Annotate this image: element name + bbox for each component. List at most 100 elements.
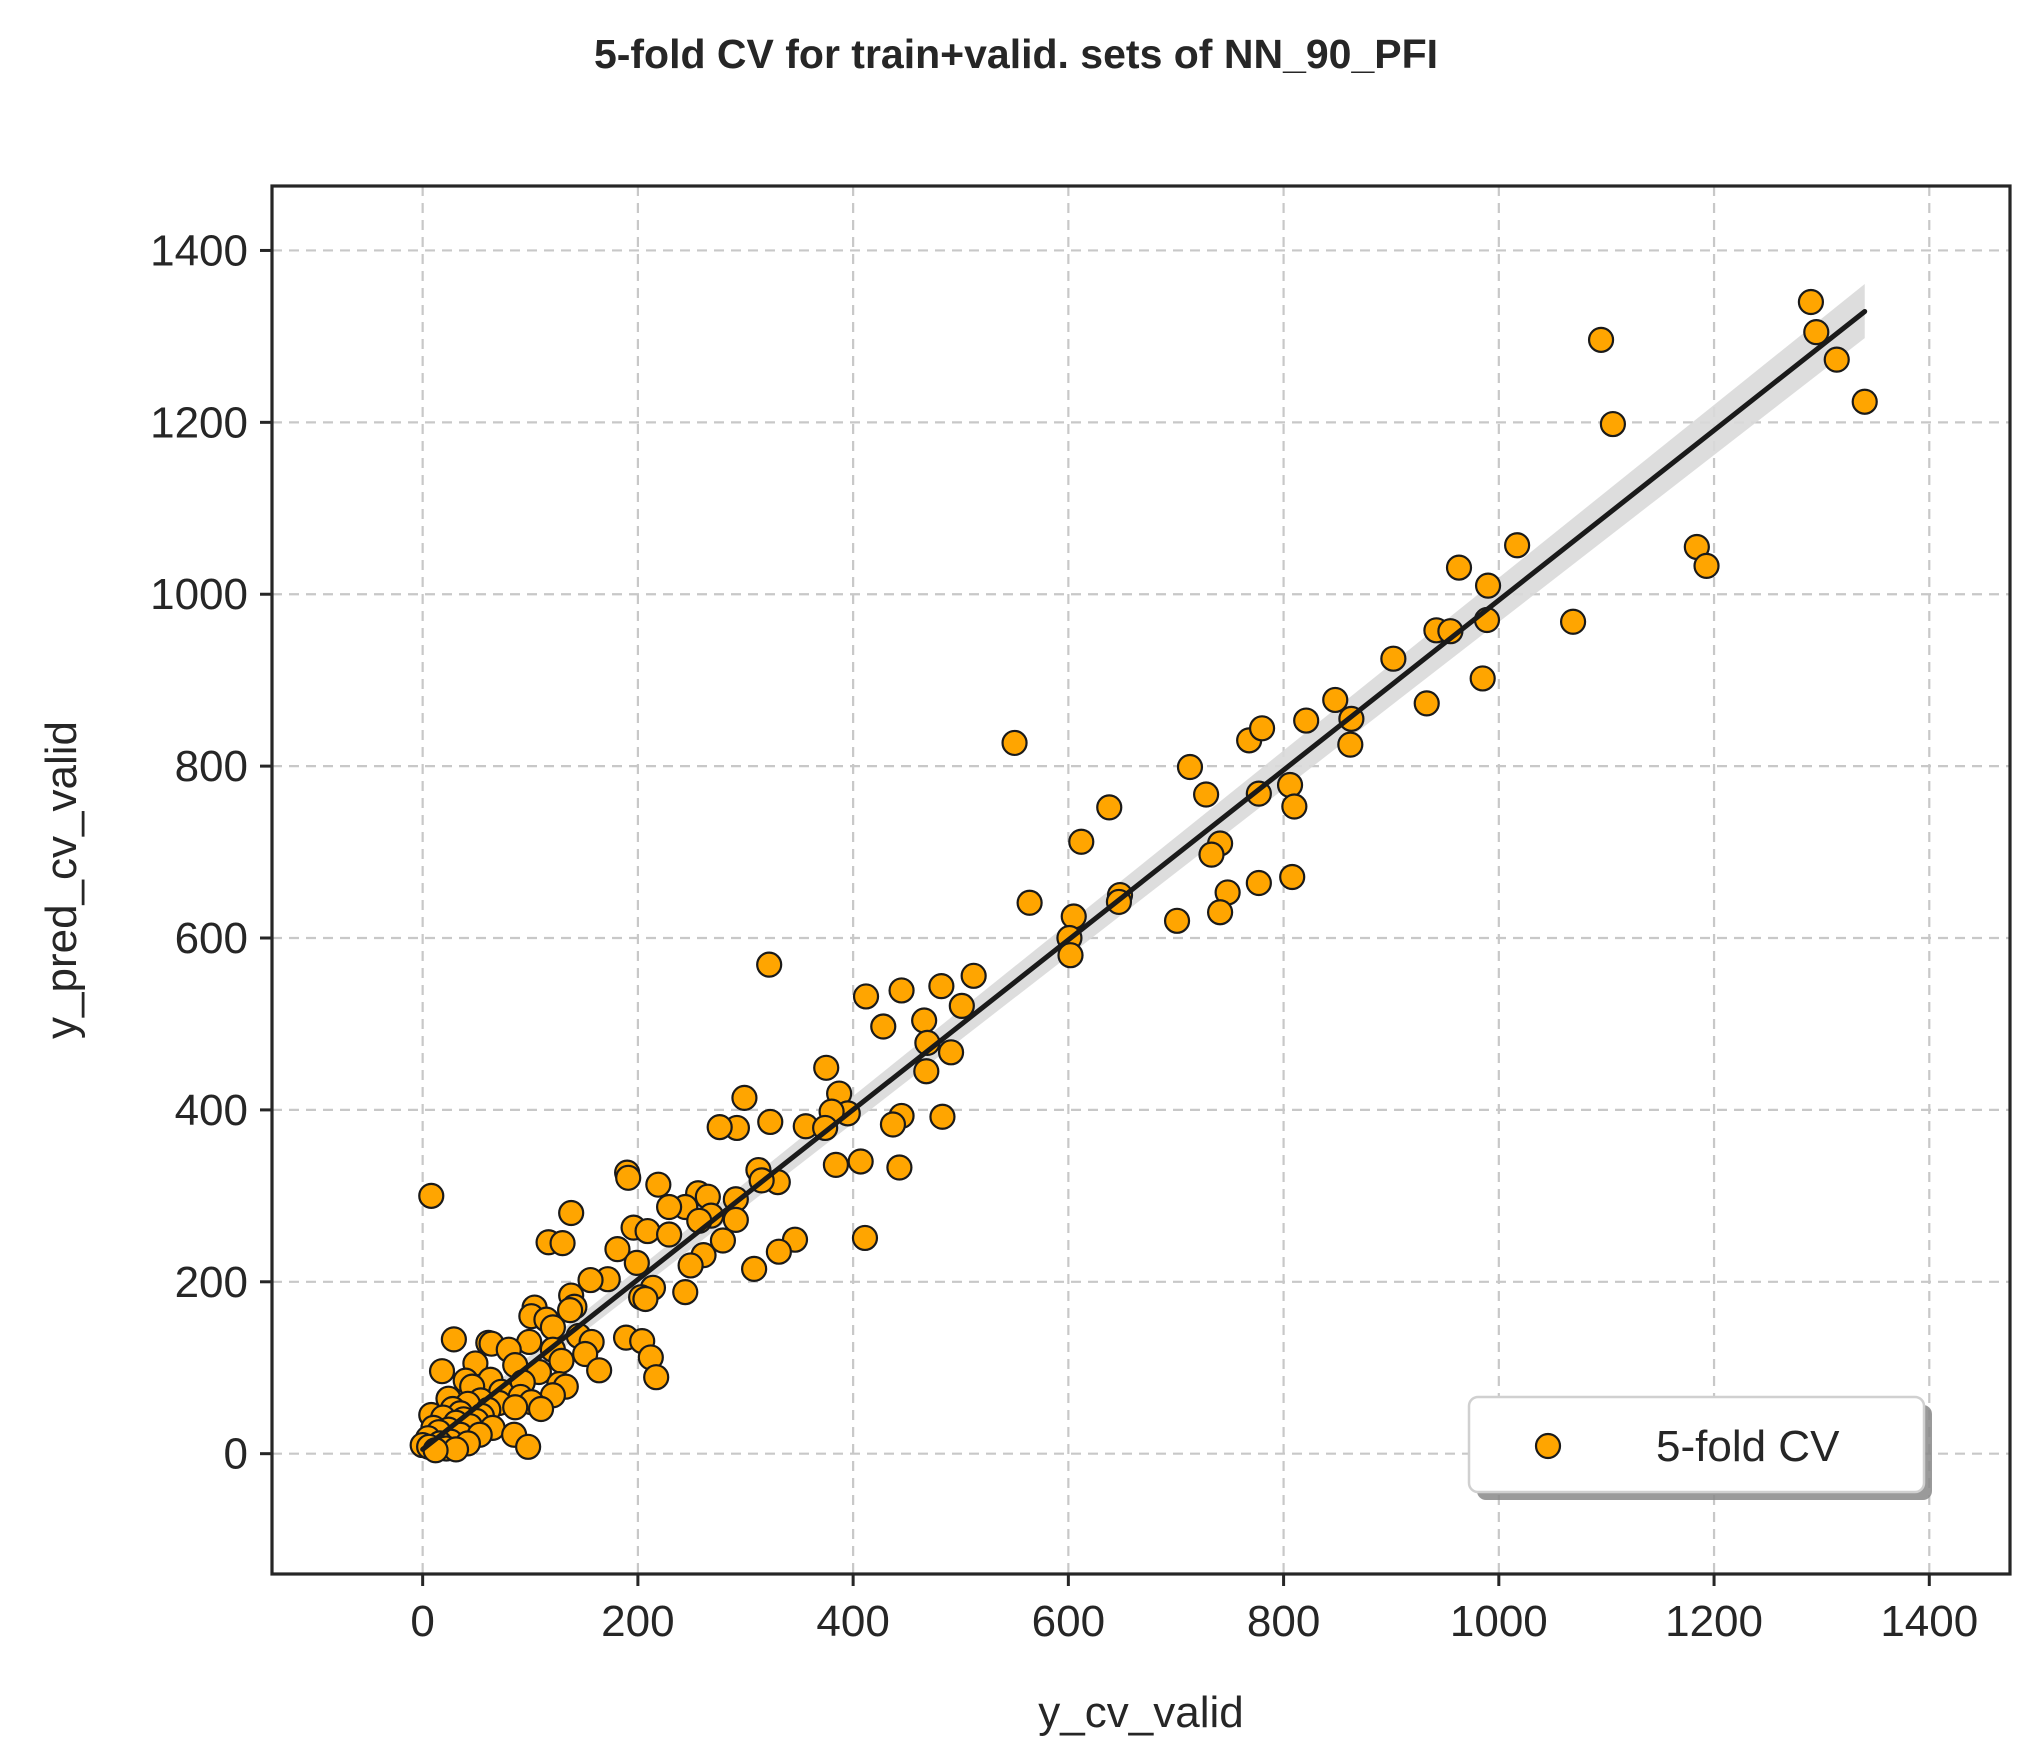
legend-label: 5-fold CV xyxy=(1656,1422,1840,1471)
scatter-point xyxy=(1823,346,1850,373)
y-tick-label: 0 xyxy=(224,1430,248,1479)
scatter-point xyxy=(879,1111,907,1138)
scatter-point xyxy=(656,1193,683,1221)
scatter-point xyxy=(1469,665,1496,692)
scatter-point xyxy=(1248,715,1276,742)
x-tick-label: 200 xyxy=(601,1597,674,1646)
scatter-point xyxy=(623,1249,650,1276)
scatter-point xyxy=(1279,863,1306,891)
scatter-point xyxy=(1281,793,1308,820)
scatter-point xyxy=(765,1238,792,1265)
scatter-point xyxy=(847,1148,874,1175)
x-axis-label: y_cv_valid xyxy=(1038,1688,1243,1737)
scatter-point xyxy=(1413,690,1440,717)
scatter-point xyxy=(1001,729,1028,757)
scatter-point xyxy=(645,1171,672,1198)
scatter-point xyxy=(428,1358,456,1385)
x-tick-label: 1400 xyxy=(1880,1597,1978,1646)
scatter-point xyxy=(1016,889,1043,916)
regression-line xyxy=(420,308,1868,1452)
scatter-point xyxy=(1176,753,1204,781)
scatter-point xyxy=(948,992,975,1020)
scatter-point xyxy=(677,1252,704,1279)
scatter-point xyxy=(913,1058,940,1085)
scatter-point xyxy=(632,1285,659,1313)
scatter-point xyxy=(1198,841,1225,868)
scatter-point xyxy=(928,973,955,1000)
y-axis-label: y_pred_cv_valid xyxy=(37,721,86,1039)
scatter-point xyxy=(1587,326,1615,353)
scatter-point xyxy=(852,983,880,1010)
scatter-point xyxy=(1276,771,1304,799)
scatter-point xyxy=(527,1395,555,1423)
scatter-point xyxy=(886,1154,913,1181)
scatter-point xyxy=(1797,288,1825,316)
scatter-point xyxy=(851,1224,879,1252)
scatter-point xyxy=(756,951,783,978)
scatter-point xyxy=(615,1164,642,1191)
data-points xyxy=(409,288,1878,1464)
y-tick-label: 200 xyxy=(175,1258,248,1307)
scatter-point xyxy=(741,1255,768,1282)
scatter-point xyxy=(1851,388,1878,415)
scatter-point xyxy=(1206,899,1234,926)
scatter-point xyxy=(1504,532,1531,559)
chart-title: 5-fold CV for train+valid. sets of NN_90… xyxy=(594,31,1438,77)
scatter-point xyxy=(672,1279,699,1306)
scatter-point xyxy=(1060,903,1087,930)
legend-box xyxy=(1467,1395,1926,1494)
scatter-point xyxy=(634,1217,661,1245)
scatter-point xyxy=(643,1364,670,1391)
scatter-point xyxy=(888,977,915,1004)
axis-ticks: 0 200 400 600 800 1000 1200 1400 0 200 400 600 800 10… xyxy=(150,226,1978,1646)
scatter-point xyxy=(558,1199,585,1227)
fit-line-layer xyxy=(420,308,1868,1452)
scatter-point xyxy=(731,1084,758,1111)
scatter-point xyxy=(656,1221,683,1248)
x-tick-label: 800 xyxy=(1247,1597,1320,1646)
scatter-point xyxy=(1559,608,1587,635)
scatter-point xyxy=(1163,907,1191,934)
scatter-point xyxy=(1599,410,1626,438)
x-tick-label: 600 xyxy=(1032,1597,1105,1646)
scatter-point xyxy=(722,1206,749,1234)
scatter-point xyxy=(1293,707,1320,734)
x-tick-label: 0 xyxy=(410,1597,434,1646)
y-tick-label: 800 xyxy=(175,742,248,791)
scatter-point xyxy=(911,1007,938,1034)
scatter-point xyxy=(960,962,987,989)
scatter-point xyxy=(822,1151,850,1179)
legend-marker xyxy=(1534,1432,1562,1460)
scatter-point xyxy=(1096,794,1123,821)
scatter-point xyxy=(813,1054,840,1081)
y-tick-label: 1400 xyxy=(150,226,248,275)
scatter-point xyxy=(549,1230,576,1257)
scatter-point xyxy=(548,1347,575,1374)
scatter-point xyxy=(1380,645,1407,672)
scatter-point xyxy=(577,1266,604,1294)
scatter-point xyxy=(515,1433,542,1460)
y-tick-label: 400 xyxy=(175,1086,248,1135)
scatter-point xyxy=(757,1108,784,1136)
scatter-point xyxy=(539,1314,566,1341)
y-tick-label: 1000 xyxy=(150,570,248,619)
scatter-point xyxy=(1068,828,1095,855)
scatter-point xyxy=(586,1357,613,1384)
scatter-point xyxy=(1322,686,1349,714)
y-tick-label: 600 xyxy=(175,914,248,963)
scatter-point xyxy=(440,1326,467,1353)
x-tick-label: 1200 xyxy=(1665,1597,1763,1646)
scatter-point xyxy=(709,1227,737,1254)
scatter-point xyxy=(1693,552,1720,579)
scatter-point xyxy=(1803,319,1830,346)
scatter-point xyxy=(556,1297,584,1324)
scatter-point xyxy=(937,1039,965,1066)
x-tick-label: 400 xyxy=(816,1597,889,1646)
scatter-point xyxy=(418,1182,445,1209)
x-tick-label: 1000 xyxy=(1450,1597,1548,1646)
scatter-point xyxy=(502,1394,529,1421)
scatter-point xyxy=(870,1013,897,1040)
scatter-point xyxy=(1057,942,1084,969)
legend: 5-fold CV xyxy=(1467,1395,1932,1500)
